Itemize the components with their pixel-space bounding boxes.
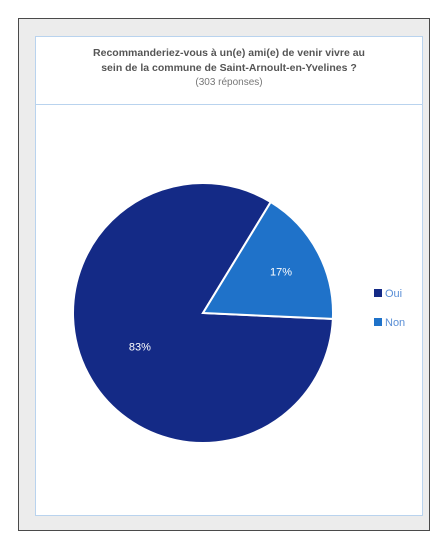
chart-title-line-1: Recommanderiez-vous à un(e) ami(e) de ve…	[93, 47, 365, 59]
legend-label-oui: Oui	[385, 288, 402, 300]
pie-slice-labels: 83% 17%	[129, 266, 292, 353]
legend-swatch-oui	[374, 289, 382, 297]
slice-non	[201, 200, 334, 320]
legend-swatch-non	[374, 318, 382, 326]
slice-label-oui: 83%	[129, 342, 151, 354]
legend-label-non: Non	[385, 317, 405, 329]
chart-title-line-2: sein de la commune de Saint-Arnoult-en-Y…	[101, 62, 357, 74]
chart-subtitle: (303 réponses)	[195, 77, 263, 88]
chart-header: Recommanderiez-vous à un(e) ami(e) de ve…	[36, 37, 422, 105]
slice-label-non: 17%	[270, 266, 292, 278]
legend: Oui Non	[374, 288, 405, 329]
pie-slices	[72, 182, 334, 444]
